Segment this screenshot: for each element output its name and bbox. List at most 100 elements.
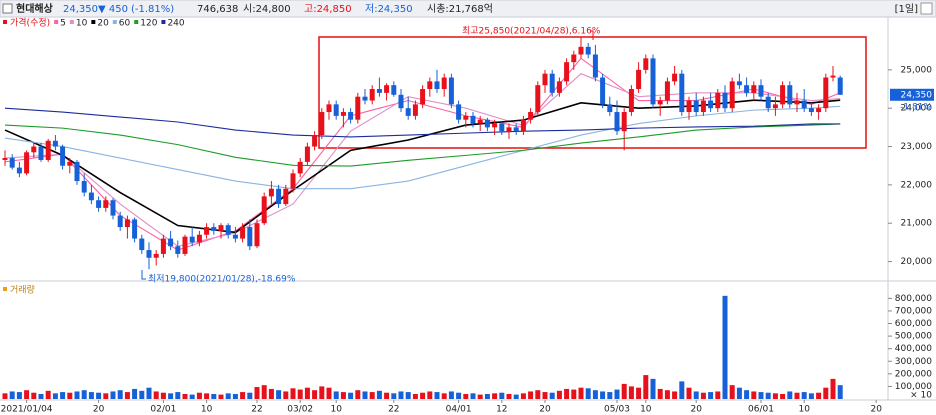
x-tick-label: 20 — [539, 405, 551, 415]
candle-body — [16, 167, 22, 174]
candle-body — [117, 215, 123, 228]
volume-bar — [564, 388, 570, 399]
volume-bar — [520, 393, 526, 399]
legend-swatch — [54, 20, 59, 24]
volume-bar — [556, 390, 562, 399]
unit-label: × 10 — [910, 391, 932, 401]
moving-average — [4, 107, 841, 138]
volume-bar — [513, 394, 519, 399]
candle-body — [542, 73, 548, 86]
legend-item: 10 — [76, 19, 88, 29]
volume-bar — [261, 385, 267, 399]
candle-body — [513, 127, 519, 132]
volume-bar — [650, 378, 656, 399]
candle-body — [60, 146, 66, 166]
volume-bar — [391, 393, 397, 399]
y-tick-label: 500,000 — [895, 332, 932, 342]
candle-body — [816, 108, 822, 113]
candle-body — [499, 123, 505, 132]
candle-body — [600, 77, 606, 105]
candle-body — [700, 100, 706, 113]
volume-bar — [9, 391, 15, 399]
volume-bar — [484, 393, 490, 399]
volume-bar — [456, 392, 462, 399]
candle-body — [384, 85, 390, 93]
legend-item: 120 — [140, 19, 157, 29]
last-price-box — [890, 88, 934, 101]
y-tick-label: 700,000 — [895, 306, 932, 316]
volume-bar — [196, 392, 202, 399]
stock-name: 현대해상 — [16, 2, 54, 15]
volume-bar — [74, 391, 80, 399]
y-tick-label: 600,000 — [895, 319, 932, 329]
candle-body — [614, 112, 620, 132]
legend-title: 가격(수정) — [10, 17, 50, 29]
high-annotation: 최고25,850(2021/04/28),6.16% — [462, 26, 601, 37]
candle-body — [254, 223, 260, 247]
candle-body — [376, 89, 382, 93]
last-pct-label: -1.81% — [900, 102, 932, 112]
checkbox[interactable] — [2, 3, 13, 14]
legend-swatch — [91, 20, 96, 24]
candle-body — [628, 89, 634, 113]
candle-body — [319, 112, 325, 136]
volume-bar — [801, 392, 807, 399]
header-bar — [0, 0, 936, 18]
volume-bar — [614, 389, 620, 399]
candle-body — [477, 119, 483, 124]
candle-body — [657, 100, 663, 105]
candle-body — [765, 96, 771, 109]
candle-body — [456, 104, 462, 120]
market-cap: 시총:21,768억 — [427, 3, 493, 15]
candle-body — [801, 100, 807, 109]
period[interactable]: [1일] — [895, 3, 918, 15]
candle-body — [9, 158, 15, 168]
candle-body — [261, 196, 267, 224]
candle-body — [564, 62, 570, 82]
volume-bar — [283, 391, 289, 399]
volume-bar — [607, 392, 613, 399]
volume-bar — [571, 389, 577, 399]
volume-bar — [276, 390, 282, 399]
volume-bar — [736, 387, 742, 399]
candle-body — [67, 161, 73, 166]
volume-bar — [542, 392, 548, 399]
candle-body — [484, 119, 490, 128]
volume-bar — [211, 393, 217, 399]
candle-body — [837, 77, 843, 95]
volume-bar — [664, 390, 670, 399]
volume-bar — [636, 387, 642, 399]
candle-body — [45, 140, 51, 160]
legend-item: 5 — [60, 19, 66, 29]
volume-bar — [333, 391, 339, 399]
candle-body — [24, 152, 30, 174]
volume-bar — [729, 385, 735, 399]
candle-body — [664, 81, 670, 101]
volume-bar — [355, 390, 361, 399]
volume-bar — [132, 388, 138, 399]
last-price-label: 24,350 — [901, 90, 933, 100]
close-button[interactable] — [920, 2, 933, 15]
volume-bar — [765, 392, 771, 399]
volume-bar — [2, 393, 8, 399]
candle-body — [808, 108, 814, 113]
candle-body — [38, 146, 44, 160]
candle-body — [830, 75, 836, 78]
volume-bar — [722, 295, 728, 399]
candle-body — [355, 96, 361, 120]
candle-body — [722, 92, 728, 109]
change-pct: (-1.81%) — [131, 4, 174, 15]
legend-item: 20 — [97, 19, 109, 29]
volume-bar — [31, 392, 37, 399]
candle-body — [340, 112, 346, 116]
price: 24,350 — [63, 4, 98, 15]
y-tick-label: 21,000 — [901, 219, 933, 229]
candle-body — [823, 77, 829, 109]
x-tick-label: 20 — [93, 405, 105, 415]
volume-bar — [247, 392, 253, 399]
volume-bar — [528, 391, 534, 399]
candle-body — [369, 89, 375, 101]
candle-body — [153, 253, 159, 258]
